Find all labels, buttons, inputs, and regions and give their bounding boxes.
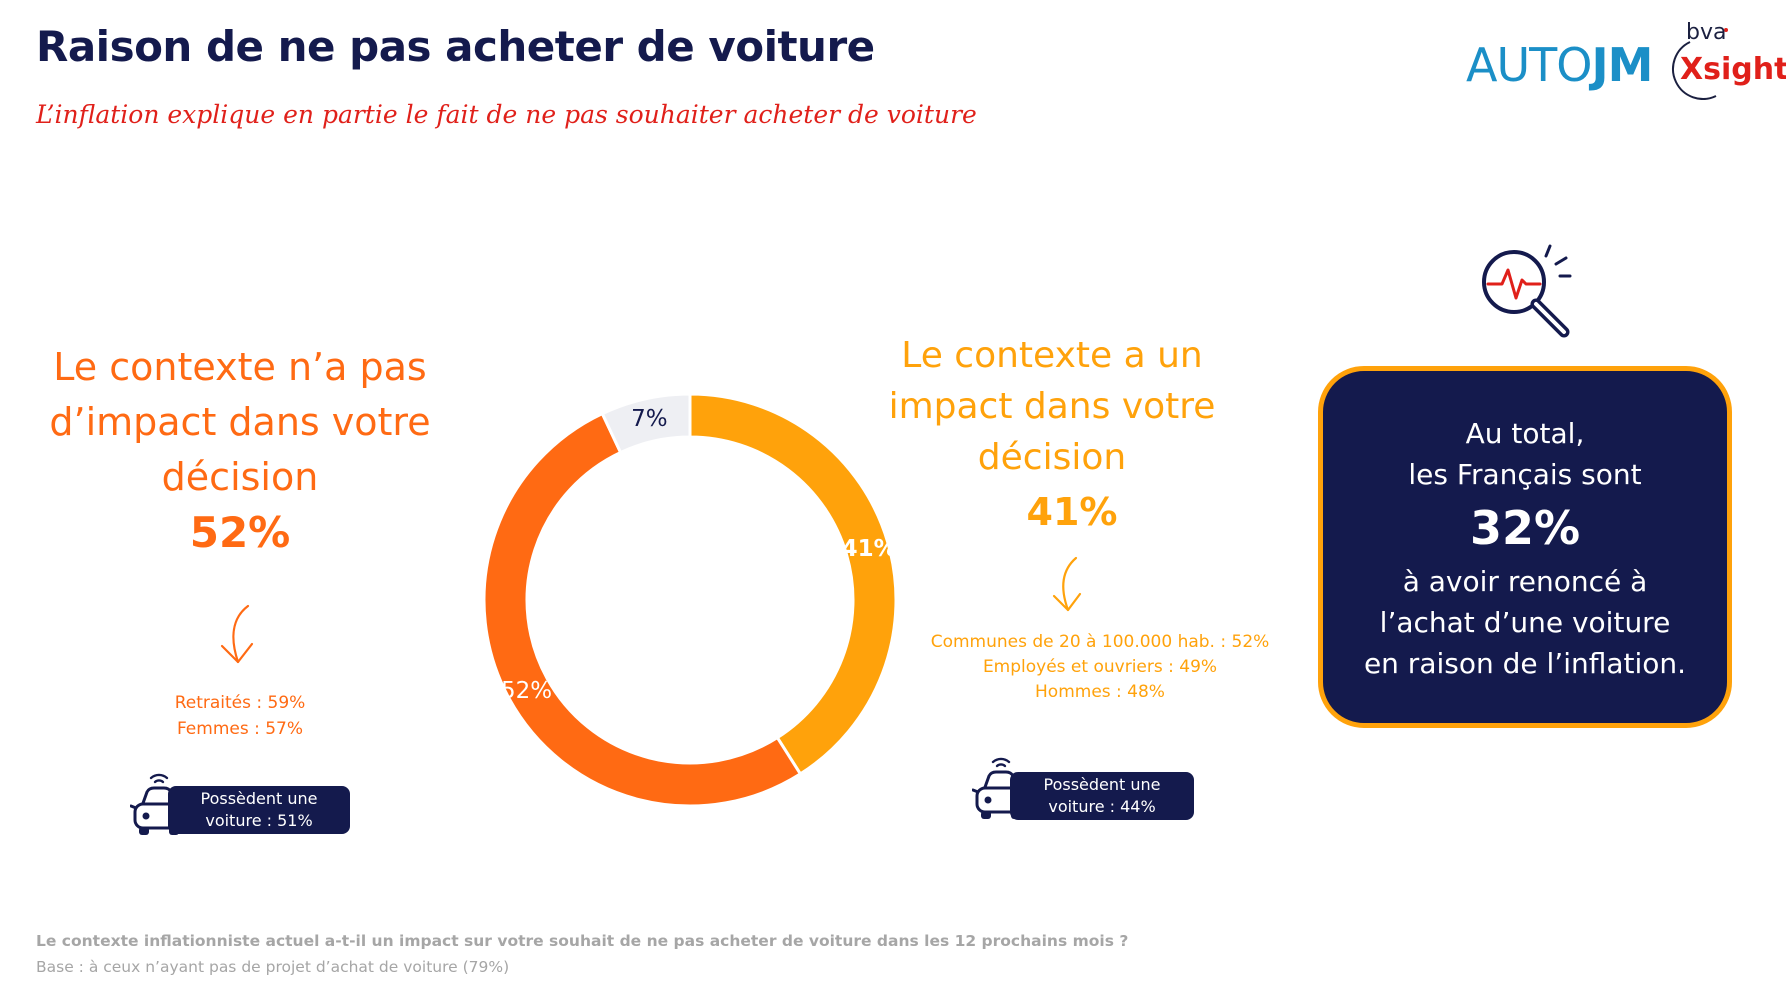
summary-line: à avoir renoncé à (1402, 565, 1648, 598)
arrow-down-icon (220, 604, 254, 664)
survey-question: Le contexte inflationniste actuel a-t-il… (36, 932, 1129, 950)
left-heading-line: décision (161, 455, 319, 499)
survey-base: Base : à ceux n’ayant pas de projet d’ac… (36, 958, 510, 976)
summary-line: les Français sont (1408, 458, 1642, 491)
summary-box: Au total, les Français sont 32% à avoir … (1318, 366, 1732, 728)
autojm-logo-auto: AUTO (1466, 38, 1592, 92)
donut-slice (600, 392, 692, 455)
right-heading-line: Le contexte a un (901, 335, 1203, 376)
right-heading: Le contexte a un impact dans votre décis… (862, 330, 1242, 483)
right-heading-line: impact dans votre (888, 386, 1216, 427)
donut-slice-label: 41% (842, 536, 897, 562)
left-details: Retraités : 59% Femmes : 57% (110, 690, 370, 742)
detail-item: Communes de 20 à 100.000 hab. : 52% (930, 632, 1270, 652)
pill-line: Possèdent une (1043, 775, 1161, 794)
summary-line: Au total, (1465, 417, 1585, 450)
left-percent: 52% (189, 508, 291, 557)
donut-slice-label: 52% (501, 678, 552, 704)
detail-item: Employés et ouvriers : 49% (982, 657, 1218, 677)
right-details: Communes de 20 à 100.000 hab. : 52% Empl… (880, 630, 1320, 705)
summary-percent: 32% (1469, 501, 1581, 555)
pill-line: voiture : 44% (1048, 797, 1156, 816)
autojm-logo: AUTOJM (1466, 38, 1653, 92)
summary-line: l’achat d’une voiture (1379, 606, 1671, 639)
donut-slice (688, 392, 898, 777)
left-heading: Le contexte n’a pas d’impact dans votre … (20, 340, 460, 505)
donut-slice (482, 411, 803, 808)
search-pulse-icon (1482, 244, 1572, 338)
xsight-logo-text: Xsight (1680, 52, 1786, 87)
left-heading-line: Le contexte n’a pas (53, 345, 427, 389)
bva-logo-text: bva (1686, 20, 1727, 45)
right-heading-line: décision (977, 437, 1127, 478)
car-ownership-pill: Possèdent une voiture : 51% (168, 786, 350, 834)
page-subtitle: L’inflation explique en partie le fait d… (36, 100, 977, 129)
detail-item: Hommes : 48% (1035, 682, 1165, 702)
left-heading-line: d’impact dans votre (49, 400, 431, 444)
donut-chart: 41% 52% 7% (482, 392, 898, 808)
detail-item: Femmes : 57% (176, 719, 304, 739)
page-title: Raison de ne pas acheter de voiture (36, 22, 875, 71)
autojm-logo-jm: JM (1591, 38, 1653, 92)
summary-line: en raison de l’inflation. (1363, 647, 1687, 680)
donut-slice-label: 7% (631, 406, 668, 432)
bva-logo-arc (1672, 28, 1728, 100)
pill-line: voiture : 51% (205, 811, 313, 830)
car-ownership-pill: Possèdent une voiture : 44% (1010, 772, 1194, 820)
pill-line: Possèdent une (200, 789, 318, 808)
right-percent: 41% (1026, 490, 1118, 534)
bva-xsight-logo: bva Xsight (1660, 20, 1786, 100)
arrow-down-icon (1052, 556, 1082, 612)
detail-item: Retraités : 59% (174, 693, 306, 713)
